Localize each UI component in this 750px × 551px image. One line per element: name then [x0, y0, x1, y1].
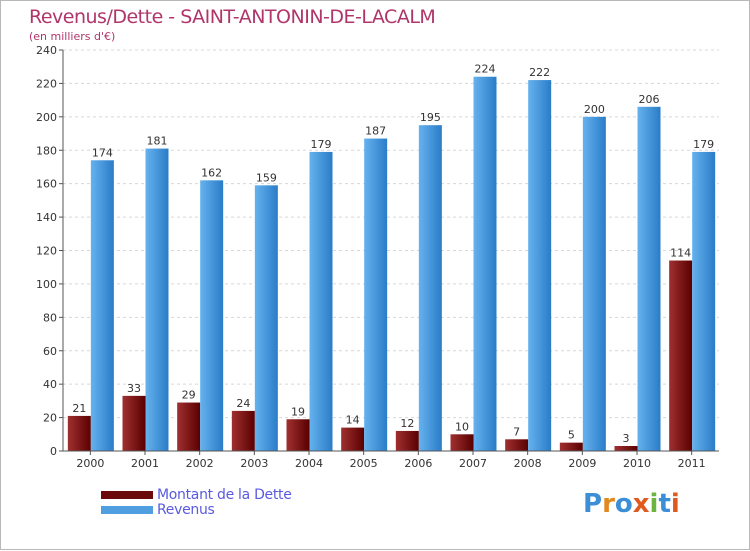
data-label-dette-2011: 114	[670, 247, 691, 260]
data-label-dette-2006: 12	[400, 417, 414, 430]
bar-revenus-2008	[528, 80, 552, 451]
logo-letter: i	[670, 489, 680, 519]
x-tick-label-2007: 2007	[459, 457, 487, 470]
bar-revenus-2009	[582, 116, 606, 451]
data-label-revenus-2010: 206	[639, 93, 660, 106]
x-tick-label-2000: 2000	[76, 457, 104, 470]
data-label-revenus-2007: 224	[475, 63, 496, 76]
bar-revenus-2004	[309, 151, 333, 451]
data-label-revenus-2002: 162	[201, 166, 222, 179]
bar-revenus-2005	[364, 138, 388, 451]
y-tick-label: 200	[36, 111, 57, 124]
data-label-dette-2007: 10	[455, 420, 469, 433]
y-tick-label: 240	[36, 44, 57, 57]
bar-dette-2006	[395, 430, 419, 451]
x-tick-label-2009: 2009	[568, 457, 596, 470]
x-tick-label-2008: 2008	[514, 457, 542, 470]
data-label-revenus-2005: 187	[365, 125, 386, 138]
x-tick-label-2001: 2001	[131, 457, 159, 470]
data-label-revenus-2000: 174	[92, 146, 113, 159]
data-label-revenus-2003: 159	[256, 171, 277, 184]
legend-label-debt: Montant de la Dette	[157, 486, 292, 503]
x-tick-label-2011: 2011	[678, 457, 706, 470]
grid-layer	[63, 49, 719, 452]
x-tick-label-2004: 2004	[295, 457, 323, 470]
y-tick-label: 60	[43, 345, 57, 358]
bar-dette-2005	[341, 427, 365, 451]
data-label-dette-2003: 24	[236, 397, 250, 410]
bar-layer: 21 174 33 181 29 162 24 159 19 179 14 187 12 195 10 224…	[67, 63, 716, 451]
x-tick-label-2005: 2005	[350, 457, 378, 470]
legend-swatch-revenus	[101, 505, 153, 514]
data-label-dette-2004: 19	[291, 405, 305, 418]
bar-dette-2002	[177, 402, 201, 451]
bar-dette-2008	[505, 439, 529, 451]
logo-letter: o	[614, 489, 633, 519]
y-tick-label: 220	[36, 77, 57, 90]
data-label-dette-2008: 7	[513, 425, 520, 438]
bar-dette-2007	[450, 434, 474, 451]
y-tick-label: 80	[43, 311, 57, 324]
logo-letter: x	[632, 489, 650, 519]
legend-item-debt: Montant de la Dette	[101, 486, 292, 503]
bar-revenus-2002	[200, 180, 224, 451]
y-tick-label: 140	[36, 211, 57, 224]
data-label-revenus-2006: 195	[420, 111, 441, 124]
data-label-revenus-2009: 200	[584, 103, 605, 116]
logo-letter: i	[649, 489, 659, 519]
bar-revenus-2010	[637, 106, 661, 451]
data-label-dette-2010: 3	[623, 432, 630, 445]
legend-label-revenus: Revenus	[157, 501, 215, 518]
data-label-dette-2009: 5	[568, 429, 575, 442]
chart-title: Revenus/Dette - SAINT-ANTONIN-DE-LACALM	[29, 6, 436, 28]
bar-revenus-2011	[692, 151, 716, 451]
logo-letter: P	[583, 489, 603, 519]
logo-letter: r	[602, 489, 615, 519]
bar-revenus-2000	[90, 160, 114, 451]
data-label-revenus-2004: 179	[311, 138, 332, 151]
bar-dette-2009	[559, 442, 583, 451]
x-tick-label-2006: 2006	[404, 457, 432, 470]
legend-item-revenus: Revenus	[101, 501, 292, 518]
bar-dette-2001	[122, 395, 146, 451]
logo-letter: t	[658, 489, 671, 519]
bar-dette-2004	[286, 419, 310, 451]
data-label-revenus-2008: 222	[529, 66, 550, 79]
bar-revenus-2003	[254, 185, 278, 451]
x-tick-label-2003: 2003	[240, 457, 268, 470]
y-tick-label: 20	[43, 412, 57, 425]
bar-dette-2011	[669, 260, 693, 451]
bar-dette-2000	[67, 415, 91, 451]
proxiti-logo: Proxiti	[583, 489, 680, 519]
legend-swatch-debt	[101, 490, 153, 499]
data-label-dette-2002: 29	[182, 389, 196, 402]
y-tick-label: 0	[50, 445, 57, 458]
y-tick-label: 40	[43, 378, 57, 391]
y-tick-label: 160	[36, 178, 57, 191]
bar-dette-2003	[231, 410, 255, 451]
legend: Montant de la Dette Revenus	[101, 486, 292, 518]
y-tick-label: 120	[36, 245, 57, 258]
y-tick-label: 100	[36, 278, 57, 291]
bar-revenus-2007	[473, 76, 497, 451]
data-label-dette-2000: 21	[72, 402, 86, 415]
bar-revenus-2001	[145, 148, 169, 451]
data-label-dette-2005: 14	[346, 414, 360, 427]
data-label-revenus-2011: 179	[693, 138, 714, 151]
axis-layer: 0 20 40 60 80 100 120 140 160 180 200 220 240 2000 200…	[36, 44, 719, 470]
bar-revenus-2006	[418, 125, 442, 451]
data-label-revenus-2001: 181	[147, 135, 168, 148]
x-tick-label-2010: 2010	[623, 457, 651, 470]
x-tick-label-2002: 2002	[186, 457, 214, 470]
y-tick-label: 180	[36, 144, 57, 157]
data-label-dette-2001: 33	[127, 382, 141, 395]
chart-subtitle: (en milliers d'€)	[29, 30, 116, 43]
bar-dette-2010	[614, 445, 638, 451]
